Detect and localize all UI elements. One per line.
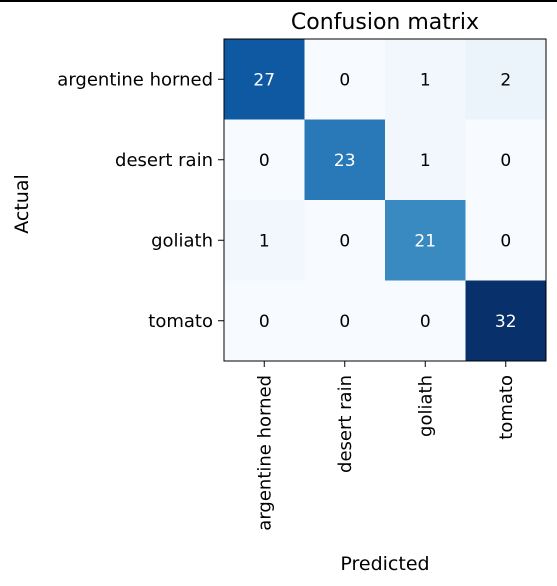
x-axis-ticks: argentine horned desert rain goliath tomato <box>254 361 517 531</box>
cell-value-r1-c1: 23 <box>334 151 356 171</box>
cell-value-r3-c3: 32 <box>495 312 517 332</box>
heatmap-cell-r2-c3 <box>465 200 547 281</box>
cell-value-r1-c0: 0 <box>259 151 270 171</box>
heatmap-cell-r1-c0 <box>224 119 305 201</box>
cell-value-r2-c1: 0 <box>339 231 350 251</box>
heatmap-cell-r0-c1 <box>304 39 386 120</box>
heatmap-cell-r0-c3 <box>465 39 547 120</box>
heatmap-cell-r2-c0 <box>224 200 305 281</box>
cell-value-r2-c0: 1 <box>259 231 270 251</box>
y-tick-label: desert rain <box>115 150 213 171</box>
heatmap-cell-r3-c0 <box>224 280 305 362</box>
y-axis-label: Actual <box>11 174 33 234</box>
x-tick-label: tomato <box>496 375 517 440</box>
heatmap-cell-r1-c1 <box>304 119 386 201</box>
x-tick-label: argentine horned <box>254 375 275 531</box>
y-tick-label: argentine horned <box>57 69 213 90</box>
heatmap-cell-labels: 27 0 1 2 0 23 1 0 1 0 21 0 0 0 0 32 <box>253 70 516 332</box>
heatmap-cell-r1-c2 <box>385 119 466 201</box>
cell-value-r2-c3: 0 <box>500 231 511 251</box>
heatmap-cell-r2-c2 <box>385 200 466 281</box>
heatmap-cell-r3-c1 <box>304 280 386 362</box>
plot-frame <box>223 38 547 362</box>
chart-title: Confusion matrix <box>291 10 479 35</box>
cell-value-r1-c2: 1 <box>420 151 431 171</box>
cell-value-r3-c0: 0 <box>259 312 270 332</box>
heatmap-cell-r1-c3 <box>465 119 547 201</box>
cell-value-r0-c3: 2 <box>500 70 511 90</box>
cell-value-r3-c1: 0 <box>339 312 350 332</box>
heatmap-cells <box>224 39 547 362</box>
cell-value-r2-c2: 21 <box>414 231 436 251</box>
cell-value-r3-c2: 0 <box>420 312 431 332</box>
y-axis-ticks: argentine horned desert rain goliath tomato <box>57 69 224 332</box>
cell-value-r0-c0: 27 <box>253 70 275 90</box>
top-border-line <box>0 0 557 2</box>
heatmap-cell-r3-c3 <box>465 280 547 362</box>
cell-value-r0-c2: 1 <box>420 70 431 90</box>
x-tick-label: desert rain <box>335 375 356 473</box>
heatmap-cell-r3-c2 <box>385 280 466 362</box>
y-tick-label: goliath <box>151 230 213 251</box>
cell-value-r1-c3: 0 <box>500 151 511 171</box>
x-tick-label: goliath <box>415 375 436 437</box>
cell-value-r0-c1: 0 <box>339 70 350 90</box>
y-tick-label: tomato <box>148 311 213 332</box>
heatmap-cell-r0-c2 <box>385 39 466 120</box>
heatmap-cell-r2-c1 <box>304 200 386 281</box>
x-axis-label: Predicted <box>340 553 429 575</box>
heatmap-cell-r0-c0 <box>224 39 305 120</box>
